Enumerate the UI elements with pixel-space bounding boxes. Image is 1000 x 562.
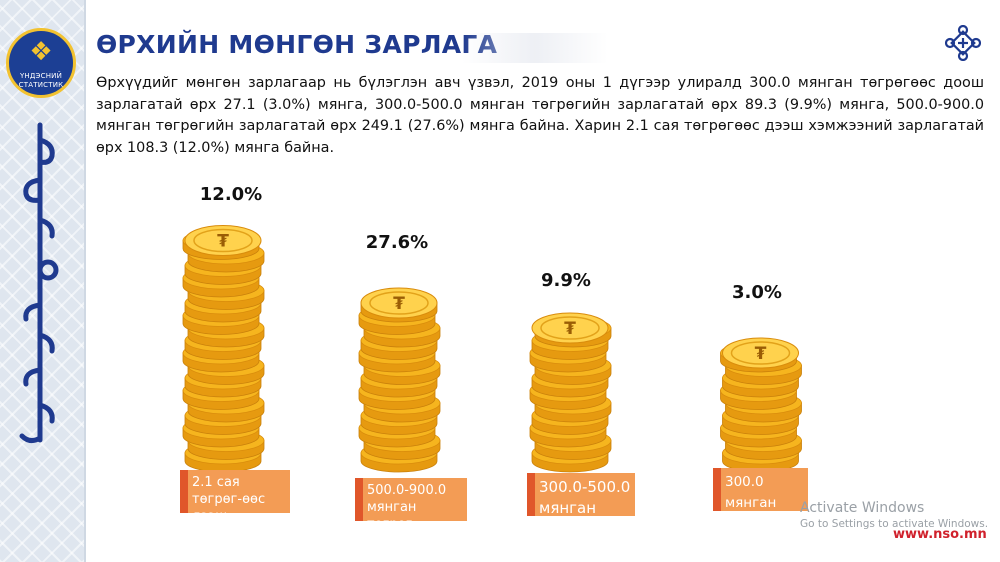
category-label-3: 300.0-500.0 мянган төгрөг <box>527 473 635 516</box>
svg-text:₮: ₮ <box>393 294 405 314</box>
watermark-line1: Activate Windows <box>800 500 925 516</box>
watermark-line2: Go to Settings to activate Windows. <box>800 518 989 530</box>
logo-text-line2: СТАТИСТИК <box>18 81 64 89</box>
category-label-2: 500.0-900.0 мянган төгрөг <box>355 478 467 521</box>
tugrik-coin-face-icon: ₮ <box>360 287 438 319</box>
page-title: ӨРХИЙН МӨНГӨН ЗАРЛАГА <box>96 30 498 59</box>
svg-text:₮: ₮ <box>217 232 229 252</box>
category-label-1: 2.1 сая төгрөг-өөс дээш <box>180 470 290 513</box>
mongolian-script-decoration <box>19 122 59 444</box>
data-label-3: 9.9% <box>541 270 591 291</box>
endless-knot-icon <box>945 25 981 61</box>
category-label-4: 300.0 мянган төгрөгөөс доош <box>713 468 808 511</box>
coin-stack-2: ₮ <box>358 287 441 473</box>
tugrik-coin-face-icon: ₮ <box>531 312 609 344</box>
data-label-4: 3.0% <box>732 282 782 303</box>
title-highlight-strip <box>462 33 608 63</box>
tugrik-coin-face-icon: ₮ <box>722 337 799 369</box>
soyombo-emblem-icon: ❖ <box>29 37 53 67</box>
coin-stack-4: ₮ <box>720 337 802 473</box>
svg-text:₮: ₮ <box>755 344 767 364</box>
logo-text-line1: ҮНДЭСНИЙ <box>19 72 63 80</box>
description-paragraph: Өрхүүдийг мөнгөн зарлагаар нь бүлэглэн а… <box>96 75 984 156</box>
activate-windows-watermark: Activate Windows Go to Settings to activ… <box>800 500 988 530</box>
data-label-2: 27.6% <box>365 232 429 253</box>
coin-stack-1: ₮ <box>182 225 265 473</box>
tugrik-coin-face-icon: ₮ <box>184 225 262 256</box>
website-link[interactable]: www.nso.mn <box>893 527 987 542</box>
svg-text:₮: ₮ <box>564 319 576 339</box>
decorative-sidebar: ❖ ҮНДЭСНИЙ СТАТИСТИК <box>0 0 86 562</box>
nso-logo: ❖ ҮНДЭСНИЙ СТАТИСТИК <box>6 28 76 98</box>
coin-stack-3: ₮ <box>529 312 612 473</box>
data-label-1: 12.0% <box>199 184 263 205</box>
